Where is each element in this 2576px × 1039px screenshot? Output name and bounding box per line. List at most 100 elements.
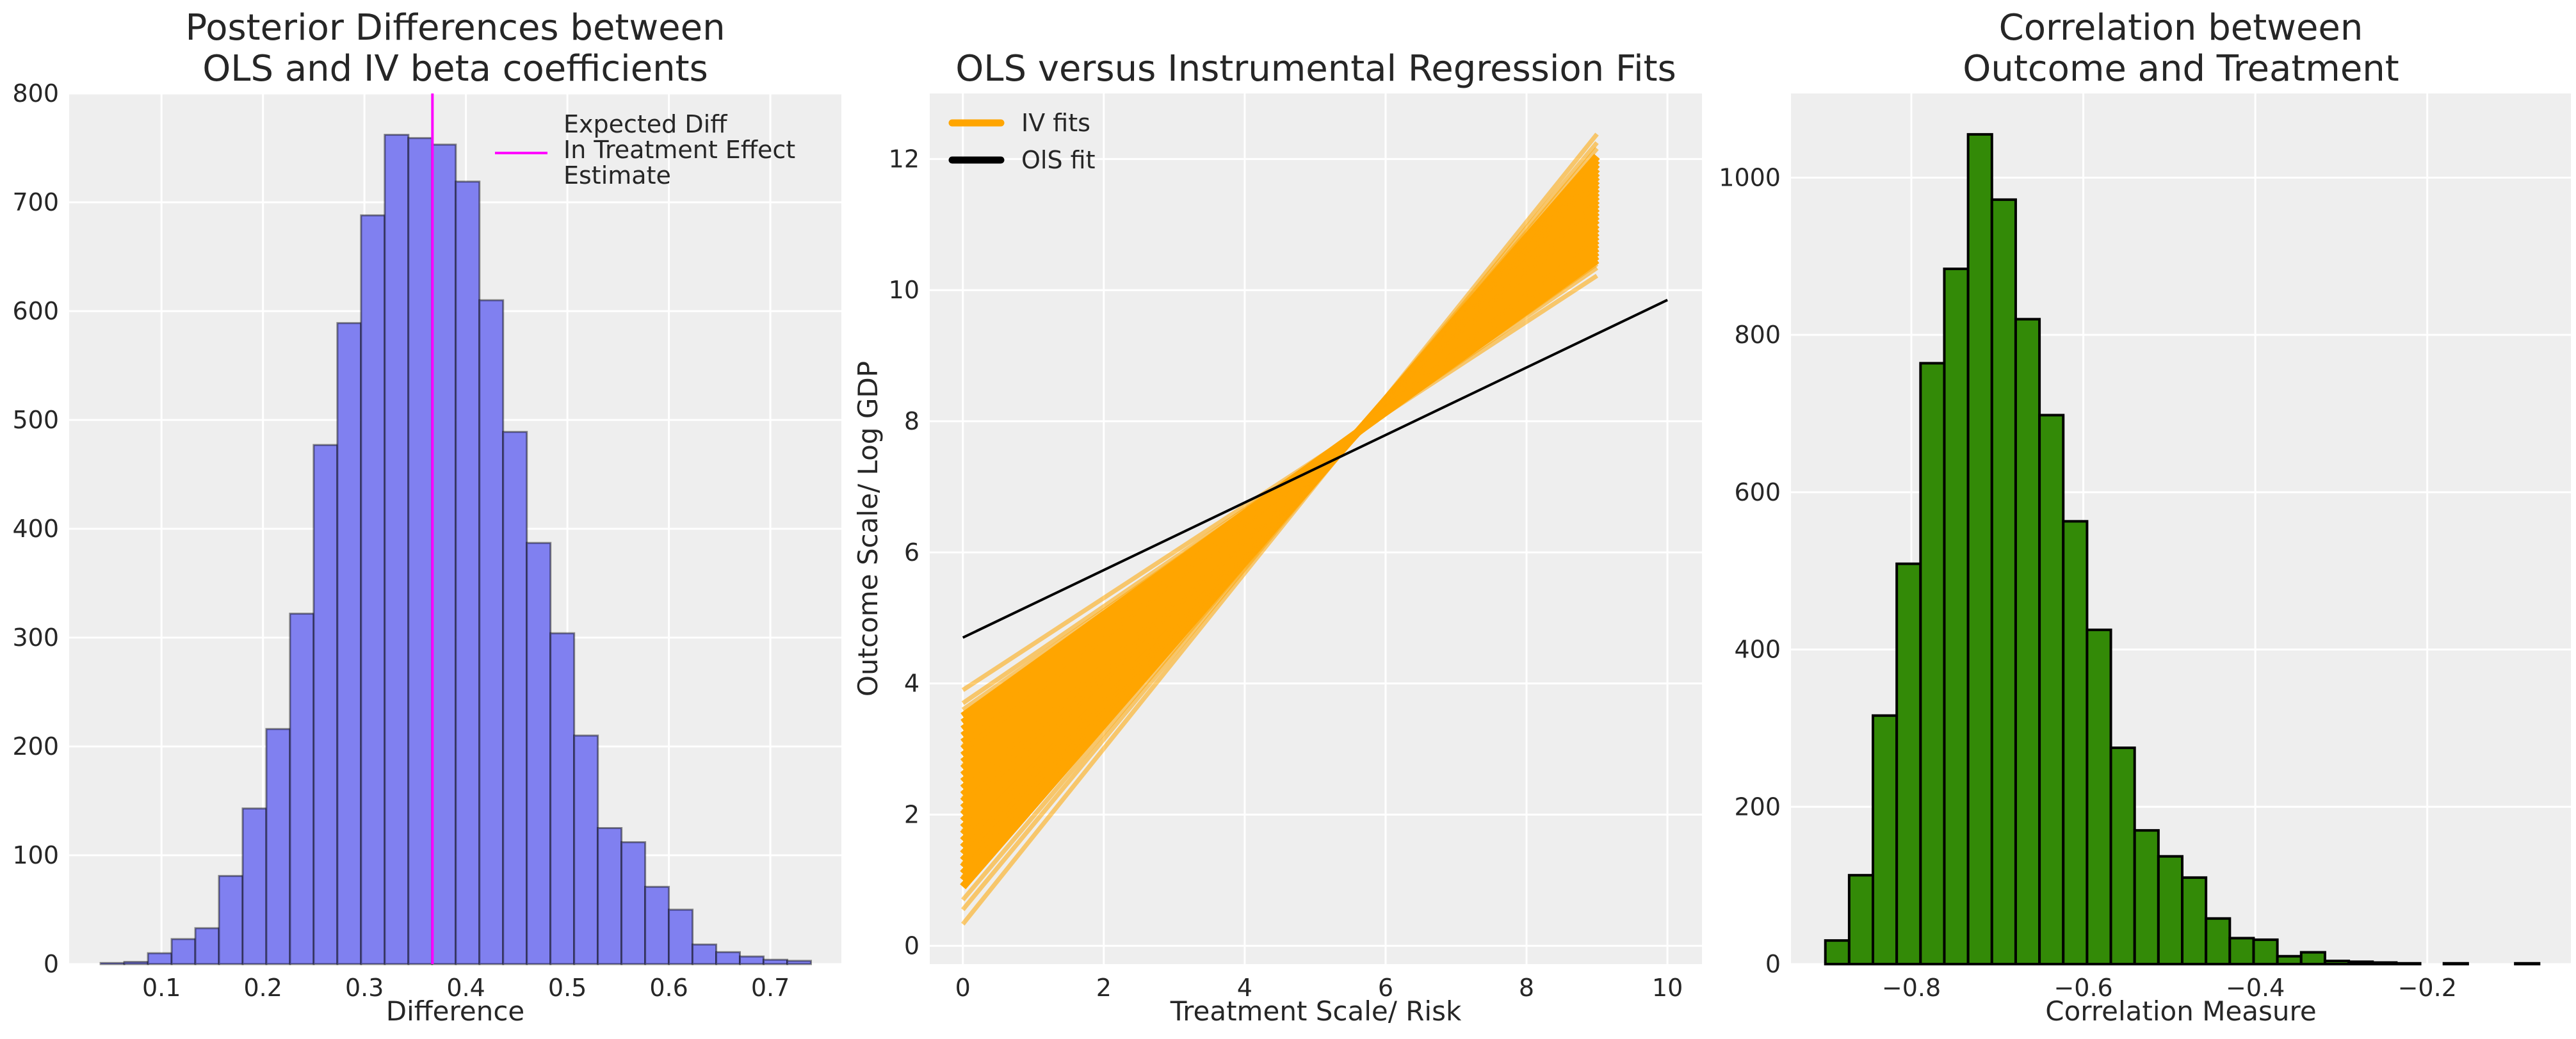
histogram-bar [2205, 917, 2232, 966]
y-tick-label: 12 [889, 145, 919, 173]
y-tick-label: 600 [1734, 478, 1781, 506]
histogram-bar [2395, 962, 2422, 966]
histogram-bar [241, 807, 268, 965]
histogram-bar [407, 137, 433, 965]
histogram-bar [2276, 954, 2303, 966]
x-tick-label: 0.4 [446, 974, 485, 1002]
histogram-bar [99, 962, 126, 965]
x-tick-label: 0.7 [751, 974, 790, 1002]
histogram-bar [1895, 562, 1922, 965]
iv-fit-line [960, 257, 1600, 720]
y-tick-label: 4 [904, 670, 919, 698]
histogram-bar [2371, 961, 2398, 966]
x-tick-label: 4 [1237, 974, 1252, 1002]
histogram-bar [2014, 318, 2041, 965]
histogram-bar [1847, 874, 1875, 965]
histogram-bar [478, 299, 505, 965]
histogram-bar [384, 134, 410, 965]
x-axis-label: Difference [386, 995, 525, 1027]
x-tick-label: 0.5 [548, 974, 587, 1002]
y-tick-label: 8 [904, 407, 919, 435]
histogram-bar [2157, 855, 2184, 965]
histogram-bar [668, 908, 694, 965]
histogram-bar [502, 431, 528, 965]
y-tick-label: 600 [12, 297, 59, 325]
x-tick-label: 10 [1652, 974, 1683, 1002]
y-tick-label: 400 [12, 515, 59, 543]
histogram-bar [1919, 362, 1946, 965]
histogram-bar [2181, 876, 2208, 965]
histogram-bar [786, 960, 812, 965]
histogram-bar [123, 961, 149, 965]
x-tick-label: 0.3 [345, 974, 384, 1002]
histogram-bar [2109, 746, 2136, 965]
y-tick-label: 2 [904, 801, 919, 829]
histogram-bar [549, 632, 576, 965]
histogram-bar [2086, 628, 2112, 965]
y-axis-label: Outcome Scale/ Log GDP [852, 361, 884, 697]
histogram-bar [739, 955, 765, 965]
histogram-bar [1943, 267, 1970, 965]
x-tick-label: −0.2 [2398, 974, 2457, 1002]
x-tick-label: 0.1 [142, 974, 181, 1002]
legend-label: Expected Diff [563, 110, 727, 138]
histogram-bar [526, 542, 552, 965]
chart-title: Outcome and Treatment [1963, 48, 2399, 90]
ols-fit-line [962, 298, 1668, 639]
x-tick-label: 6 [1378, 974, 1393, 1002]
histogram-bar [2347, 960, 2374, 965]
histogram-bar [2299, 951, 2326, 965]
histogram-bar [1872, 714, 1899, 965]
x-tick-label: −0.4 [2226, 974, 2285, 1002]
y-tick-label: 800 [12, 79, 59, 108]
x-tick-label: 0 [955, 974, 971, 1002]
histogram-bar [2133, 829, 2160, 965]
y-tick-label: 0 [1765, 950, 1781, 978]
x-tick-label: 2 [1096, 974, 1112, 1002]
y-tick-label: 0 [904, 931, 919, 960]
y-tick-label: 200 [1734, 793, 1781, 821]
x-tick-label: −0.6 [2054, 974, 2112, 1002]
histogram-bar [1966, 133, 1993, 965]
histogram-bar [265, 728, 291, 965]
y-tick-label: 500 [12, 406, 59, 434]
legend-label: Estimate [563, 161, 671, 189]
histogram-bar [763, 958, 788, 965]
histogram-bar [2252, 938, 2279, 965]
histogram-bar [2062, 520, 2089, 965]
y-tick-label: 0 [44, 950, 59, 978]
x-axis-label: Correlation Measure [2045, 995, 2316, 1027]
x-axis-label: Treatment Scale/ Risk [1170, 995, 1462, 1027]
histogram-bar [2228, 937, 2255, 966]
y-tick-label: 700 [12, 188, 59, 216]
histogram-bar [2038, 414, 2065, 965]
histogram-bar [1824, 939, 1851, 966]
chart-title: Correlation between [1999, 7, 2363, 49]
legend-label-ols: OlS fit [1021, 146, 1096, 174]
histogram-bar [1990, 198, 2017, 966]
y-tick-label: 10 [889, 276, 919, 304]
histogram-bar [715, 951, 741, 965]
x-tick-label: 0.2 [243, 974, 282, 1002]
y-tick-label: 6 [904, 538, 919, 567]
chart-title: Posterior Differences between [185, 7, 725, 49]
histogram-bar [2442, 962, 2469, 966]
y-tick-label: 400 [1734, 636, 1781, 664]
histogram-bar [360, 214, 386, 965]
histogram-bar [336, 322, 362, 965]
histogram-bar [692, 943, 718, 965]
x-tick-label: 0.6 [649, 974, 688, 1002]
y-tick-label: 200 [12, 732, 59, 761]
iv-fit-line [961, 273, 1598, 692]
histogram-bar [289, 613, 315, 965]
histogram-bar [170, 938, 197, 965]
histogram-bar [2323, 960, 2351, 965]
histogram-bar [620, 841, 647, 965]
histogram-bar [194, 927, 220, 965]
x-tick-label: 8 [1519, 974, 1534, 1002]
histogram-bar [644, 885, 670, 965]
y-tick-label: 1000 [1719, 163, 1781, 191]
histogram-bar [2514, 962, 2541, 966]
histogram-bar [147, 952, 173, 965]
